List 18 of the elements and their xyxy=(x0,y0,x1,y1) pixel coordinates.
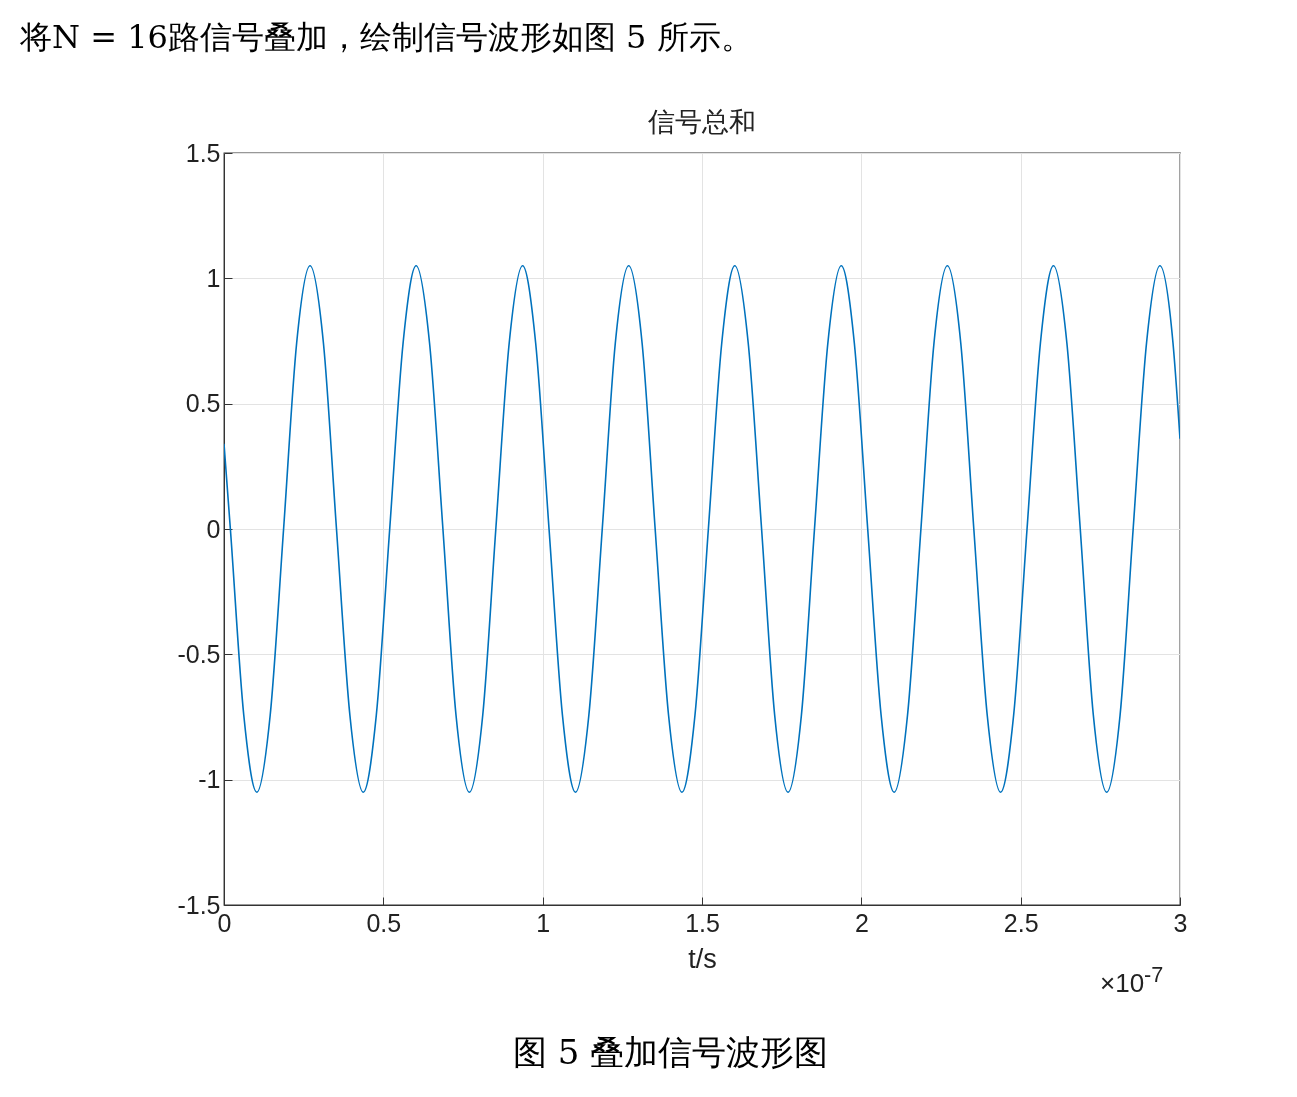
y-tick-label: 0 xyxy=(206,514,221,543)
y-tick-label: -0.5 xyxy=(177,639,221,668)
chart-title: 信号总和 xyxy=(648,106,756,137)
y-tick-label: 1.5 xyxy=(185,138,221,167)
x-tick-label: 2.5 xyxy=(1003,908,1039,937)
caption: 图 5 叠加信号波形图 xyxy=(511,1031,830,1074)
y-tick-label: -1 xyxy=(198,765,221,794)
x-tick-label: 0.5 xyxy=(366,908,402,937)
text: ×10$^{-7}$ xyxy=(1100,962,1164,999)
x-tick-label: 1.5 xyxy=(685,908,720,937)
x-tick-label: 3 xyxy=(1173,908,1188,937)
text: 将N = 16路信号叠加，绘制信号波形如图 5 所示。 xyxy=(20,17,753,58)
x-axis-title: t/s xyxy=(688,943,717,974)
y-tick-label: 1 xyxy=(206,263,221,292)
x-tick-label: 1 xyxy=(536,908,551,937)
y-tick-label: 0.5 xyxy=(185,389,221,418)
x-tick-label: 2 xyxy=(854,908,869,937)
line-series xyxy=(224,265,1180,793)
